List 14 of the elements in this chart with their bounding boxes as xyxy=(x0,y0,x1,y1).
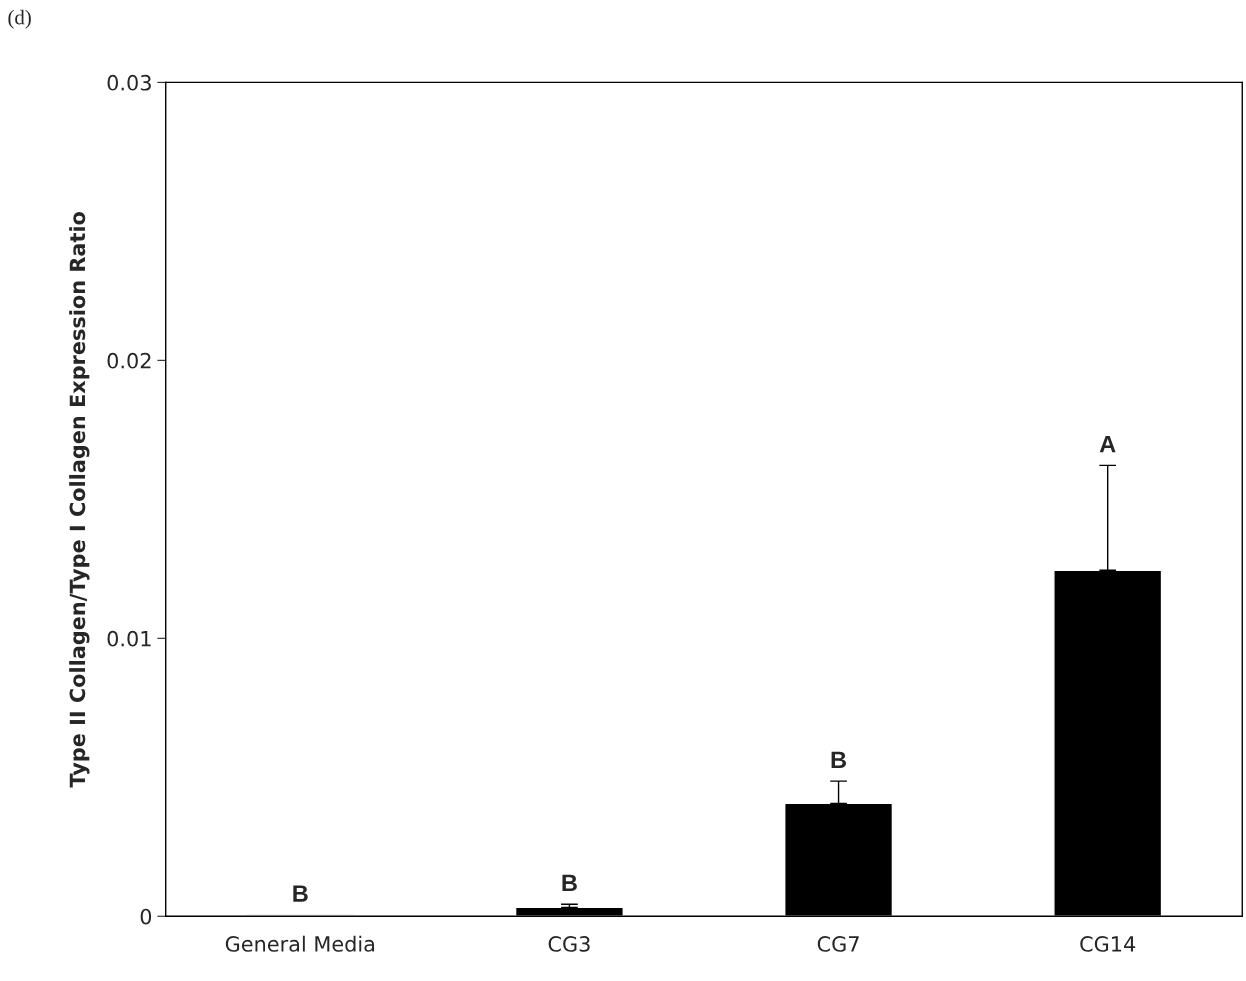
x-tick-label: CG3 xyxy=(548,936,590,952)
y-tick-label: 0.01 xyxy=(107,630,151,647)
y-tick-label: 0.02 xyxy=(107,352,151,369)
text: (d) xyxy=(8,9,31,29)
x-tick-label: General Media xyxy=(225,935,375,952)
y-axis-title: Type II Collagen/Type I Collagen Expression Ratio xyxy=(69,212,90,788)
x-tick-label: CG7 xyxy=(817,936,859,952)
annotation: B xyxy=(562,874,577,892)
y-tick-label: 0 xyxy=(140,908,152,925)
y-tick-label: 0.03 xyxy=(107,74,151,91)
annotation: A xyxy=(1099,435,1116,453)
x-tick-label: CG14 xyxy=(1080,936,1136,952)
annotation: B xyxy=(293,885,308,902)
annotation: B xyxy=(831,751,847,768)
